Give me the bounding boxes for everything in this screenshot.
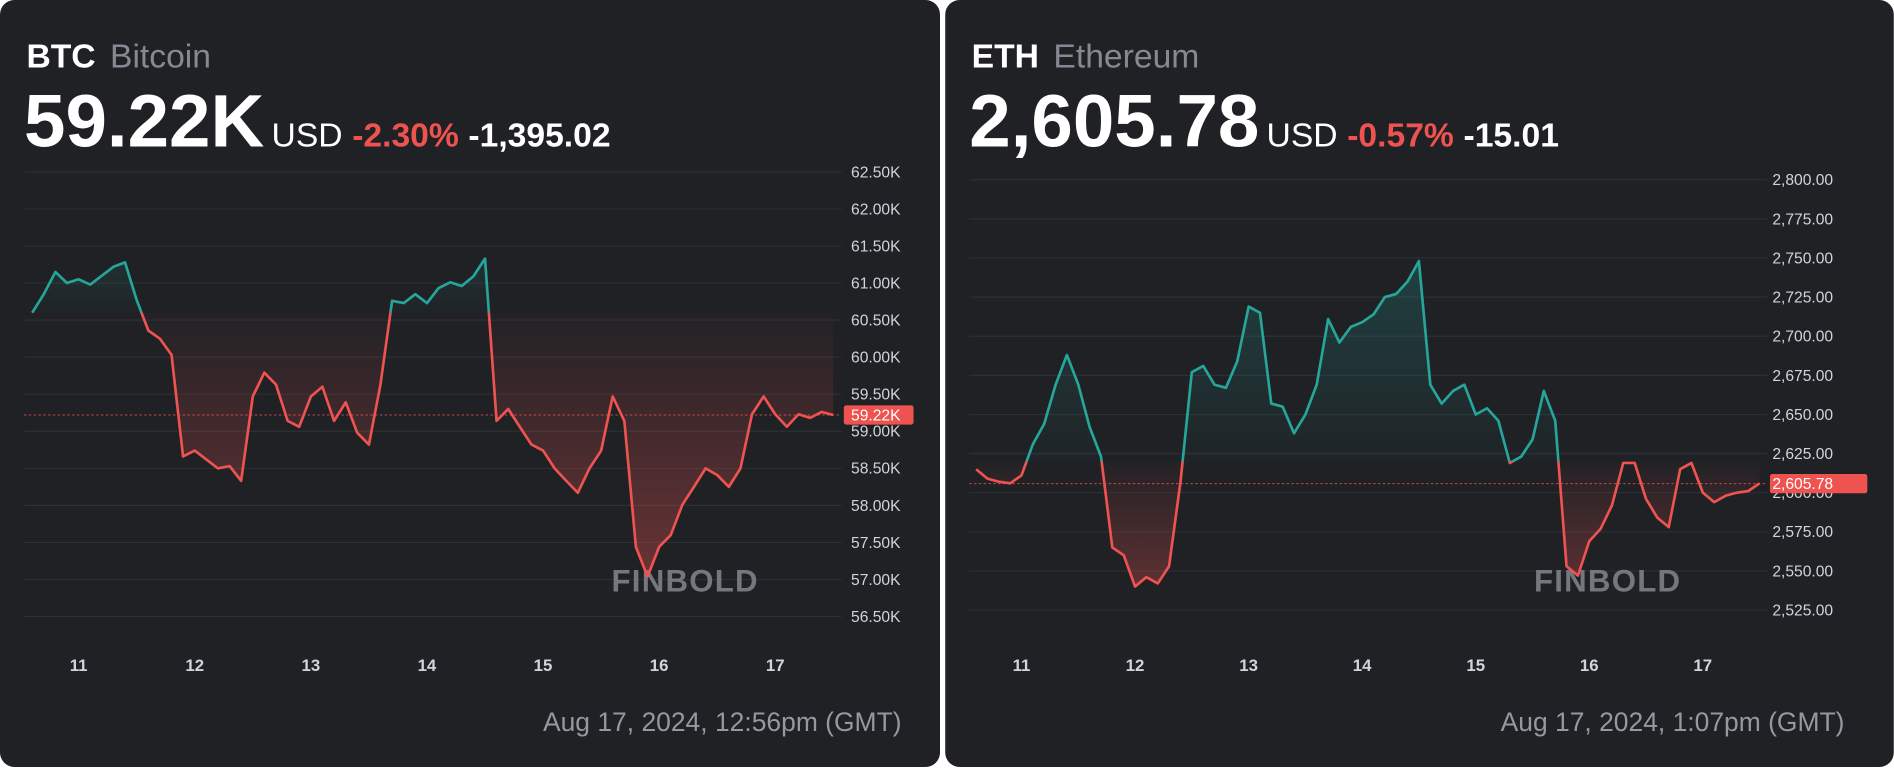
price-line	[975, 259, 1761, 588]
x-tick-label: 15	[534, 656, 553, 675]
watermark: FINBOLD	[612, 563, 759, 598]
last-value-label: 59.22K	[851, 407, 901, 424]
currency: USD	[272, 118, 343, 155]
price: 59.22K	[24, 80, 264, 163]
y-tick-label: 2,650.00	[1772, 407, 1833, 424]
x-tick-label: 17	[1693, 656, 1712, 675]
change-percent: -2.30%	[352, 118, 459, 155]
x-tick-label: 11	[1013, 656, 1031, 675]
x-tick-label: 13	[1239, 656, 1258, 675]
y-tick-label: 59.00K	[851, 424, 901, 441]
x-tick-label: 15	[1466, 656, 1485, 675]
last-value-label: 2,605.78	[1772, 476, 1833, 493]
y-tick-label: 57.50K	[851, 535, 901, 552]
change: -15.01	[1463, 118, 1558, 155]
y-tick-label: 56.50K	[851, 609, 901, 626]
price-line	[31, 257, 834, 578]
y-tick-label: 2,575.00	[1772, 524, 1833, 541]
change: -1,395.02	[468, 118, 610, 155]
y-tick-label: 2,625.00	[1772, 446, 1833, 463]
card-background	[0, 0, 940, 767]
y-tick-label: 2,550.00	[1772, 563, 1833, 580]
x-tick-label: 16	[650, 656, 669, 675]
x-tick-label: 11	[70, 656, 88, 675]
y-tick-label: 62.50K	[851, 164, 901, 181]
y-tick-label: 2,700.00	[1772, 329, 1833, 346]
ticker: BTC	[26, 38, 95, 75]
x-tick-label: 14	[1353, 656, 1372, 675]
y-tick-label: 58.50K	[851, 461, 901, 478]
y-tick-label: 2,525.00	[1772, 602, 1833, 619]
y-tick-label: 61.50K	[851, 238, 901, 255]
area	[976, 261, 1760, 587]
asset-name: Bitcoin	[110, 38, 211, 75]
y-tick-label: 61.00K	[851, 275, 901, 292]
y-tick-label: 2,750.00	[1772, 250, 1833, 267]
y-tick-label: 59.50K	[851, 387, 901, 404]
price-line: 2,605.78 USD -0.57% -15.01	[969, 80, 1559, 163]
timestamp: Aug 17, 2024, 12:56pm (GMT)	[543, 707, 902, 737]
timestamp: Aug 17, 2024, 1:07pm (GMT)	[1501, 707, 1845, 737]
area	[32, 258, 834, 577]
x-tick-label: 16	[1580, 656, 1599, 675]
y-tick-label: 60.50K	[851, 313, 901, 330]
price-line: 59.22K USD -2.30% -1,395.02	[24, 80, 611, 163]
price: 2,605.78	[969, 80, 1259, 163]
y-tick-label: 2,675.00	[1772, 368, 1833, 385]
last-value-box	[1769, 474, 1868, 494]
ticker-line: ETH Ethereum	[972, 38, 1200, 75]
y-tick-label: 2,800.00	[1772, 172, 1833, 189]
y-tick-label: 2,775.00	[1772, 211, 1833, 228]
x-tick-label: 17	[766, 656, 785, 675]
x-tick-label: 12	[185, 656, 204, 675]
y-tick-label: 57.00K	[851, 572, 901, 589]
y-tick-label: 60.00K	[851, 350, 901, 367]
x-tick-label: 12	[1126, 656, 1145, 675]
last-value-box	[843, 405, 914, 425]
change-percent: -0.57%	[1347, 118, 1454, 155]
ticker: ETH	[972, 38, 1039, 75]
y-tick-label: 58.00K	[851, 498, 901, 515]
currency: USD	[1267, 118, 1338, 155]
asset-name: Ethereum	[1053, 38, 1199, 75]
x-tick-label: 13	[301, 656, 320, 675]
ticker-line: BTC Bitcoin	[26, 38, 211, 75]
watermark: FINBOLD	[1534, 563, 1681, 598]
x-tick-label: 14	[418, 656, 437, 675]
y-tick-label: 2,725.00	[1772, 290, 1833, 307]
y-tick-label: 62.00K	[851, 201, 901, 218]
